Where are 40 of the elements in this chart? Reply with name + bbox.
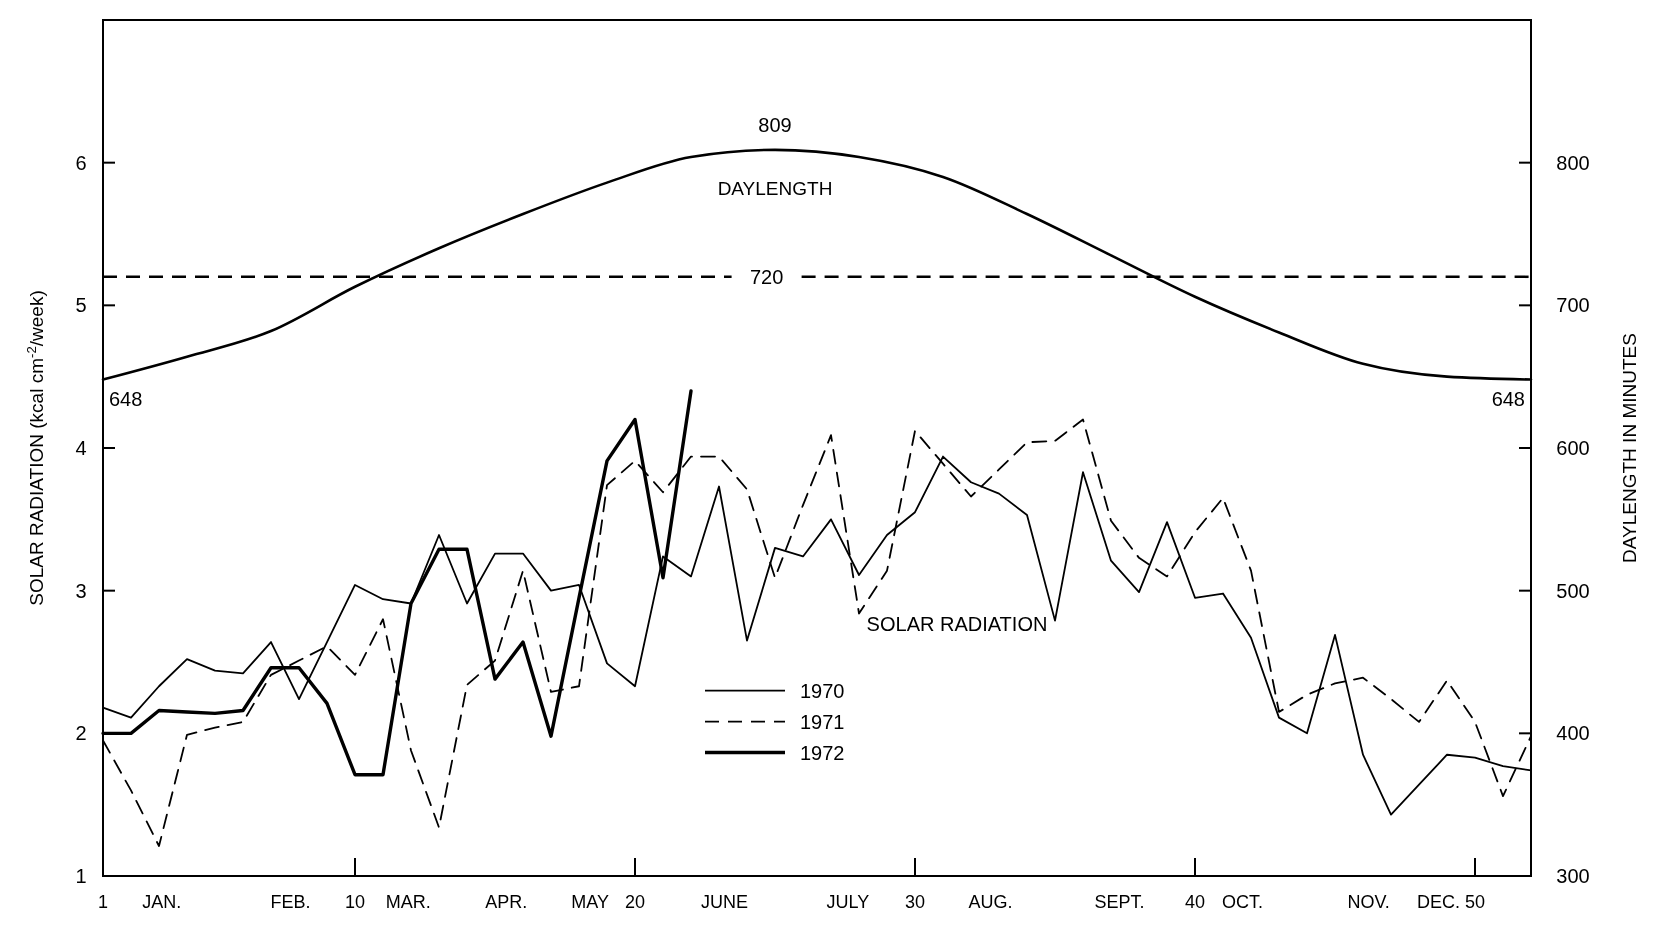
- legend-label: 1971: [800, 710, 845, 733]
- x-tick-label: 40: [1184, 892, 1206, 912]
- x-tick-label: 30: [904, 892, 926, 912]
- legend-label: 1972: [800, 741, 845, 764]
- x-tick-label: SEPT.: [1094, 892, 1145, 912]
- y-tick-label: 4: [75, 437, 87, 459]
- y2-tick-label: 700: [1556, 294, 1590, 317]
- x-tick-label: FEB.: [270, 892, 311, 912]
- series-label: DAYLENGTH: [717, 177, 833, 199]
- annotation: 809: [758, 113, 792, 136]
- x-tick-label: 10: [344, 892, 366, 912]
- x-tick-label: MAR.: [385, 892, 431, 912]
- y2-tick-label: 600: [1556, 437, 1590, 459]
- y-tick-label: 6: [75, 151, 87, 174]
- y-tick-label: 5: [75, 294, 87, 317]
- annotation: 648: [109, 387, 143, 410]
- legend-label: 1970: [800, 679, 845, 702]
- x-tick-label: AUG.: [968, 892, 1013, 912]
- x-tick-label: 20: [624, 892, 646, 912]
- annotation: 648: [1491, 387, 1525, 410]
- annotation: SOLAR RADIATION: [866, 612, 1048, 635]
- y-tick-label: 1: [75, 865, 87, 887]
- y-tick-label: 2: [75, 722, 87, 745]
- y2-tick-label: 400: [1556, 722, 1590, 745]
- y2-tick-label: 300: [1556, 865, 1590, 887]
- x-tick-label: 50: [1464, 892, 1486, 912]
- ref-line-label: 720: [749, 265, 784, 288]
- x-tick-label: 1: [97, 892, 109, 912]
- x-tick-label: OCT.: [1222, 892, 1264, 912]
- x-tick-label: MAY: [571, 892, 610, 912]
- y2-axis-title: DAYLENGTH IN MINUTES: [1619, 333, 1640, 563]
- x-tick-label: APR.: [485, 892, 528, 912]
- y2-tick-label: 800: [1556, 151, 1590, 174]
- x-tick-label: DEC.: [1417, 892, 1461, 912]
- y-tick-label: 3: [75, 579, 87, 602]
- x-tick-label: JULY: [826, 892, 870, 912]
- y2-tick-label: 500: [1556, 579, 1590, 602]
- x-tick-label: NOV.: [1347, 892, 1390, 912]
- x-tick-label: JUNE: [701, 892, 749, 912]
- x-tick-label: JAN.: [142, 892, 182, 912]
